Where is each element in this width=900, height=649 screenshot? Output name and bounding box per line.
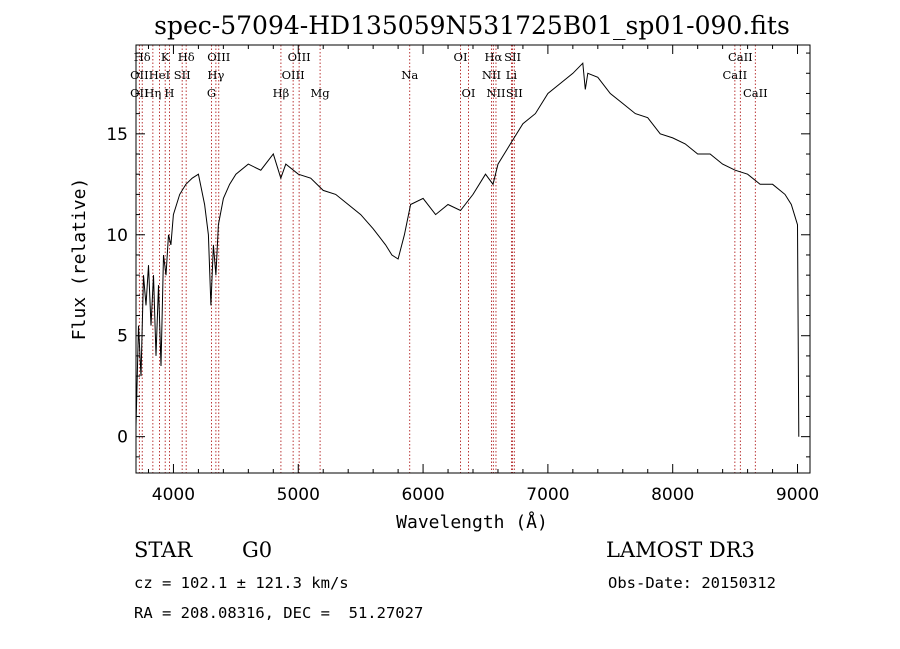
marker-label: OI xyxy=(454,50,468,64)
marker-label: OIII xyxy=(207,50,230,64)
spectrum-chart: spec-57094-HD135059N531725B01_sp01-090.f… xyxy=(69,11,819,533)
marker-label: HeI xyxy=(149,68,170,82)
marker-label: OIII xyxy=(288,50,311,64)
survey-name: LAMOST DR3 xyxy=(606,538,755,562)
spectrum-line xyxy=(135,62,800,437)
y-tick-label: 5 xyxy=(117,327,128,347)
x-tick-label: 9000 xyxy=(776,485,819,505)
marker-label: Hγ xyxy=(207,68,224,82)
marker-label: SII xyxy=(174,68,191,82)
x-axis-label: Wavelength (Å) xyxy=(396,511,548,533)
marker-label: CaII xyxy=(728,50,753,64)
marker-label: OI xyxy=(462,86,476,100)
marker-label: NII xyxy=(482,68,501,82)
marker-label: Hη xyxy=(144,86,161,100)
object-subclass: G0 xyxy=(242,538,273,562)
y-tick-label: 0 xyxy=(117,428,128,448)
y-tick-label: 10 xyxy=(106,226,128,246)
marker-label: Na xyxy=(401,68,418,82)
marker-label: Hα xyxy=(484,50,502,64)
marker-label: SII xyxy=(504,50,521,64)
marker-label: SII xyxy=(506,86,523,100)
redshift-text: cz = 102.1 ± 121.3 km/s xyxy=(134,574,349,592)
marker-label: Hδ xyxy=(178,50,195,64)
x-axis-ticks: 4000 5000 6000 7000 8000 9000 xyxy=(147,45,819,505)
plot-frame xyxy=(135,44,811,474)
y-tick-label: 15 xyxy=(106,125,128,145)
emission-line-markers xyxy=(138,45,756,473)
x-tick-label: 8000 xyxy=(651,485,694,505)
x-tick-label: 5000 xyxy=(277,485,320,505)
x-tick-label: 6000 xyxy=(401,485,444,505)
object-class: STAR xyxy=(134,538,193,562)
marker-label: Hβ xyxy=(273,86,290,100)
marker-label: Mg xyxy=(311,86,331,100)
marker-label: K xyxy=(161,50,170,64)
y-axis-ticks: 0 5 10 15 xyxy=(106,52,810,458)
x-tick-label: 4000 xyxy=(152,485,195,505)
obs-date: Obs-Date: 20150312 xyxy=(608,574,776,592)
marker-label: NII xyxy=(486,86,505,100)
marker-label: OIII xyxy=(282,68,305,82)
marker-label: CaII xyxy=(743,86,768,100)
y-axis-label: Flux (relative) xyxy=(69,178,90,341)
marker-label: Li xyxy=(506,68,518,82)
marker-label: OII xyxy=(130,68,149,82)
x-tick-label: 7000 xyxy=(526,485,569,505)
marker-label: H xyxy=(164,86,174,100)
marker-label: G xyxy=(207,86,216,100)
chart-title: spec-57094-HD135059N531725B01_sp01-090.f… xyxy=(154,11,790,40)
marker-label: CaII xyxy=(722,68,747,82)
coordinates: RA = 208.08316, DEC = 51.27027 xyxy=(134,604,424,622)
